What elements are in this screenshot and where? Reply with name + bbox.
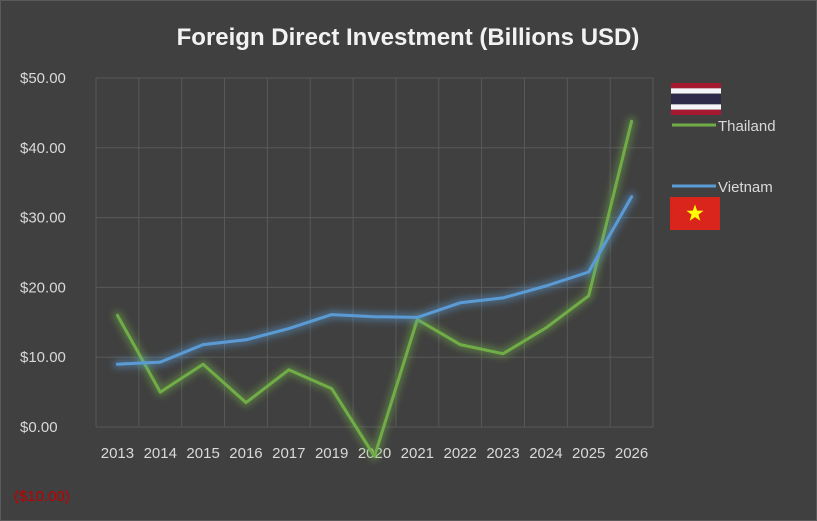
y-tick-label: $0.00 bbox=[20, 419, 58, 436]
y-tick-label: $10.00 bbox=[20, 349, 66, 366]
y-tick-label: $30.00 bbox=[20, 210, 66, 227]
thailand-series-line bbox=[115, 119, 634, 458]
x-tick-label: 2022 bbox=[444, 445, 477, 462]
x-tick-label: 2013 bbox=[101, 445, 134, 462]
y-tick-label: ($10.00) bbox=[14, 488, 70, 505]
y-tick-label: $20.00 bbox=[20, 279, 66, 296]
vietnam-series-line bbox=[115, 195, 634, 366]
legend-vietnam-label: Vietnam bbox=[718, 179, 773, 196]
x-tick-label: 2024 bbox=[529, 445, 562, 462]
vietnam-flag-icon bbox=[670, 197, 720, 230]
x-tick-label: 2015 bbox=[186, 445, 219, 462]
x-tick-label: 2021 bbox=[401, 445, 434, 462]
y-tick-label: $50.00 bbox=[20, 70, 66, 87]
x-tick-label: 2025 bbox=[572, 445, 605, 462]
chart-title: Foreign Direct Investment (Billions USD) bbox=[177, 24, 640, 51]
x-tick-label: 2019 bbox=[315, 445, 348, 462]
x-tick-label: 2014 bbox=[144, 445, 177, 462]
legend-thailand-label: Thailand bbox=[718, 118, 776, 135]
x-tick-label: 2023 bbox=[486, 445, 519, 462]
x-tick-label: 2016 bbox=[229, 445, 262, 462]
y-tick-label: $40.00 bbox=[20, 140, 66, 157]
x-tick-label: 2026 bbox=[615, 445, 648, 462]
x-tick-label: 2017 bbox=[272, 445, 305, 462]
thailand-flag-icon bbox=[671, 83, 721, 115]
